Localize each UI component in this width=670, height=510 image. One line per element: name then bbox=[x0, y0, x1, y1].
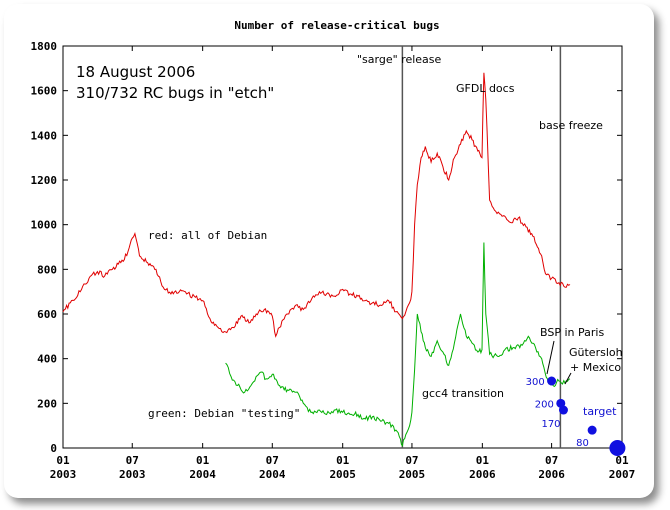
bsp-pointer bbox=[546, 340, 555, 375]
series-label-green: green: Debian "testing" bbox=[148, 407, 300, 420]
y-tick-label: 200 bbox=[37, 397, 57, 410]
x-tick-year: 2006 bbox=[538, 468, 565, 481]
annotation-guetersloh: Gütersloh bbox=[569, 346, 623, 359]
y-tick-label: 1600 bbox=[31, 85, 58, 98]
annotation-gcc4: gcc4 transition bbox=[422, 387, 504, 400]
x-tick-month: 07 bbox=[126, 454, 139, 467]
x-tick-year: 2004 bbox=[189, 468, 216, 481]
x-tick-month: 01 bbox=[196, 454, 210, 467]
x-tick-year: 2007 bbox=[609, 468, 636, 481]
x-tick-month: 01 bbox=[476, 454, 490, 467]
chart-frame bbox=[4, 4, 654, 498]
x-tick-month: 01 bbox=[56, 454, 70, 467]
target-point bbox=[587, 425, 597, 435]
status-count: 310/732 RC bugs in "etch" bbox=[76, 84, 274, 102]
event-label-sarge: "sarge" release bbox=[357, 53, 442, 66]
x-tick-month: 07 bbox=[266, 454, 279, 467]
mexico-pointer bbox=[564, 372, 572, 385]
target-point bbox=[547, 376, 557, 386]
x-tick-month: 01 bbox=[336, 454, 350, 467]
target-point bbox=[609, 440, 626, 456]
series-lines bbox=[62, 72, 571, 448]
target-label: 200 bbox=[535, 399, 554, 410]
x-tick-month: 07 bbox=[545, 454, 558, 467]
target-points: 300 200 170 80 bbox=[526, 376, 626, 456]
target-label: 170 bbox=[541, 419, 560, 430]
target-label: 300 bbox=[526, 377, 545, 388]
series-label-red: red: all of Debian bbox=[148, 229, 267, 242]
x-axis: 0120030720030120040720040120050720050120… bbox=[50, 46, 636, 481]
status-date: 18 August 2006 bbox=[76, 63, 195, 81]
event-label-base-freeze: base freeze bbox=[539, 119, 603, 132]
y-tick-label: 0 bbox=[50, 442, 57, 455]
y-tick-label: 1000 bbox=[31, 219, 58, 232]
y-tick-label: 600 bbox=[37, 308, 57, 321]
y-tick-label: 1400 bbox=[31, 129, 58, 142]
annotation-gfdl: GFDL docs bbox=[456, 82, 515, 95]
annotation-mexico: + Mexico bbox=[570, 361, 621, 374]
x-tick-year: 2005 bbox=[329, 468, 356, 481]
chart-title: Number of release-critical bugs bbox=[234, 19, 439, 32]
x-tick-month: 01 bbox=[615, 454, 629, 467]
series-line-all_debian bbox=[62, 72, 571, 338]
target-point bbox=[558, 405, 568, 415]
x-tick-year: 2006 bbox=[469, 468, 496, 481]
target-label: 80 bbox=[576, 438, 589, 449]
x-tick-year: 2003 bbox=[50, 468, 77, 481]
y-tick-label: 800 bbox=[37, 263, 57, 276]
x-tick-year: 2005 bbox=[399, 468, 426, 481]
y-axis: 0 200 400 600 800 1000 1200 1400 1600 1800 bbox=[31, 40, 622, 455]
series-line-testing bbox=[225, 242, 571, 448]
x-tick-year: 2004 bbox=[259, 468, 286, 481]
y-tick-label: 1800 bbox=[31, 40, 58, 53]
x-tick-year: 2003 bbox=[119, 468, 146, 481]
annotation-target: target bbox=[583, 405, 617, 418]
x-tick-month: 07 bbox=[405, 454, 418, 467]
y-tick-label: 400 bbox=[37, 353, 57, 366]
y-tick-label: 1200 bbox=[31, 174, 58, 187]
annotation-bsp: BSP in Paris bbox=[540, 326, 604, 339]
